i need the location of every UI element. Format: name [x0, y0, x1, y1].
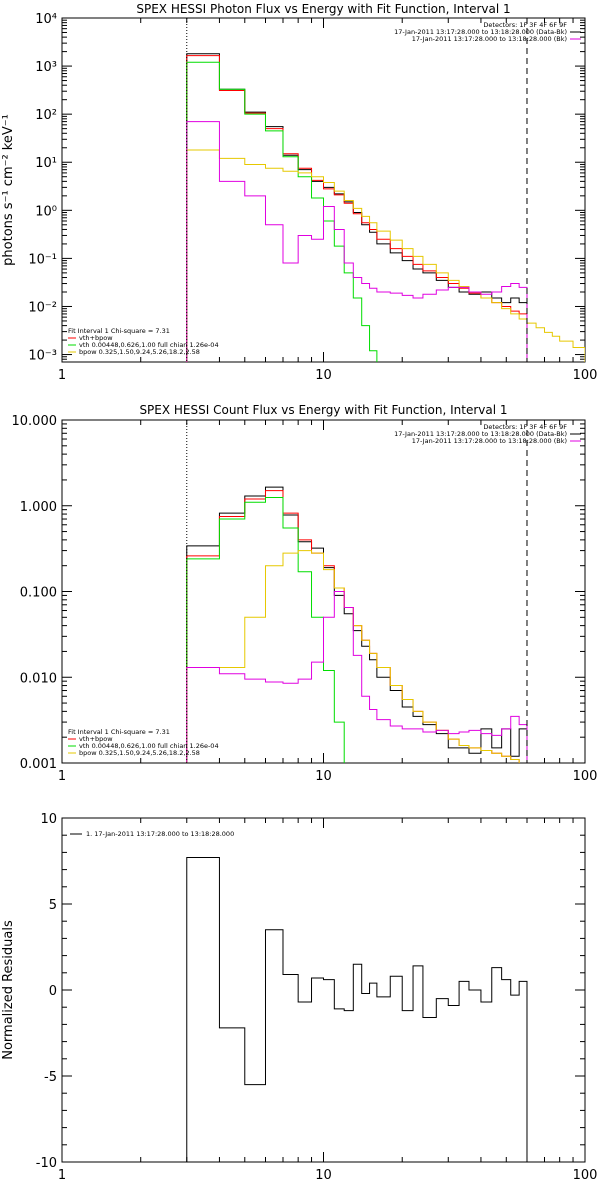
y-axis-label: Normalized Residuals — [1, 920, 16, 1060]
y-tick-label: -5 — [44, 1070, 57, 1085]
y-tick-label: 10⁻¹ — [28, 252, 57, 267]
legend-entry: 17-Jan-2011 13:17:28.000 to 13:18:28.000… — [394, 430, 567, 438]
x-tick-label: 1 — [58, 1168, 66, 1183]
x-tick-label: 10 — [315, 1168, 332, 1183]
y-tick-label: 0.010 — [20, 671, 57, 686]
series-3-histogram — [186, 61, 378, 362]
plot-area — [186, 857, 528, 1162]
fit-legend-entry: vth+bpow — [79, 334, 113, 342]
fit-legend-header: Fit Interval 1 Chi-square = 7.31 — [68, 728, 170, 736]
fit-legend-entry: vth 0.00448,0.626,1.00 full chian 1.26e-… — [79, 341, 219, 349]
legend-entry: 17-Jan-2011 13:17:28.000 to 13:18:28.000… — [394, 28, 567, 36]
fit-legend-entry: vth 0.00448,0.626,1.00 full chian 1.26e-… — [79, 742, 219, 750]
legend-entry: 17-Jan-2011 13:17:28.000 to 13:18:28.000… — [412, 35, 567, 43]
series-1-histogram — [186, 53, 528, 362]
x-tick-label: 100 — [573, 368, 598, 383]
fit-legend-entry: bpow 0.325,1.50,9.24,5.26,18.2,2.58 — [79, 348, 200, 356]
series-1-histogram — [186, 857, 528, 1162]
panel-3: Normalized Residuals 1 10 100 -10 -5 0 5 10 1. 17… — [1, 812, 597, 1183]
y-tick-label: 10 — [40, 812, 57, 827]
plot-area — [186, 486, 528, 763]
y-tick-label: 10⁴ — [35, 12, 57, 27]
y-tick-label: 10² — [35, 108, 57, 123]
y-tick-label: 0.001 — [20, 757, 57, 772]
panel-1: SPEX HESSI Photon Flux vs Energy with Fi… — [1, 2, 597, 383]
series-4-histogram — [186, 149, 585, 362]
fit-legend-entry: vth+bpow — [79, 735, 113, 743]
x-tick-label: 100 — [573, 769, 598, 784]
y-tick-label: -10 — [36, 1156, 57, 1171]
fit-legend-entry: bpow 0.325,1.50,9.24,5.26,18.2,2.58 — [79, 749, 200, 757]
fit-legend-header: Fit Interval 1 Chi-square = 7.31 — [68, 327, 170, 335]
y-tick-label: 0 — [49, 984, 57, 999]
y-tick-label: 10¹ — [35, 156, 57, 171]
panel-2: SPEX HESSI Count Flux vs Energy with Fit… — [12, 403, 598, 784]
x-tick-label: 10 — [315, 769, 332, 784]
series-3-histogram — [186, 496, 345, 763]
legend-header: Detectors: 1F 3F 4F 6F 9F — [483, 423, 567, 431]
legend-header: Detectors: 1F 3F 4F 6F 9F — [483, 21, 567, 29]
y-axis-label: photons s⁻¹ cm⁻² keV⁻¹ — [1, 114, 16, 266]
legend-entry: 1. 17-Jan-2011 13:17:28.000 to 13:18:28.… — [86, 830, 234, 838]
y-tick-label: 5 — [49, 898, 57, 913]
y-tick-label: 10⁰ — [35, 204, 57, 219]
series-5-histogram — [186, 591, 528, 763]
y-tick-label: 10⁻³ — [28, 349, 57, 364]
plot-area — [186, 53, 585, 362]
series-5-histogram — [186, 121, 528, 362]
legend-entry: 17-Jan-2011 13:17:28.000 to 13:18:28.000… — [412, 437, 567, 445]
chart-title: SPEX HESSI Count Flux vs Energy with Fit… — [139, 403, 507, 417]
y-tick-label: 10⁻² — [28, 300, 57, 315]
series-4-histogram — [186, 550, 520, 763]
y-tick-label: 10³ — [35, 60, 57, 75]
x-tick-label: 100 — [573, 1168, 598, 1183]
x-tick-label: 1 — [58, 769, 66, 784]
chart-title: SPEX HESSI Photon Flux vs Energy with Fi… — [136, 2, 510, 16]
y-tick-label: 10.000 — [12, 414, 58, 429]
y-tick-label: 0.100 — [20, 586, 57, 601]
x-tick-label: 10 — [315, 368, 332, 383]
y-tick-label: 1.000 — [20, 500, 57, 515]
x-tick-label: 1 — [58, 368, 66, 383]
